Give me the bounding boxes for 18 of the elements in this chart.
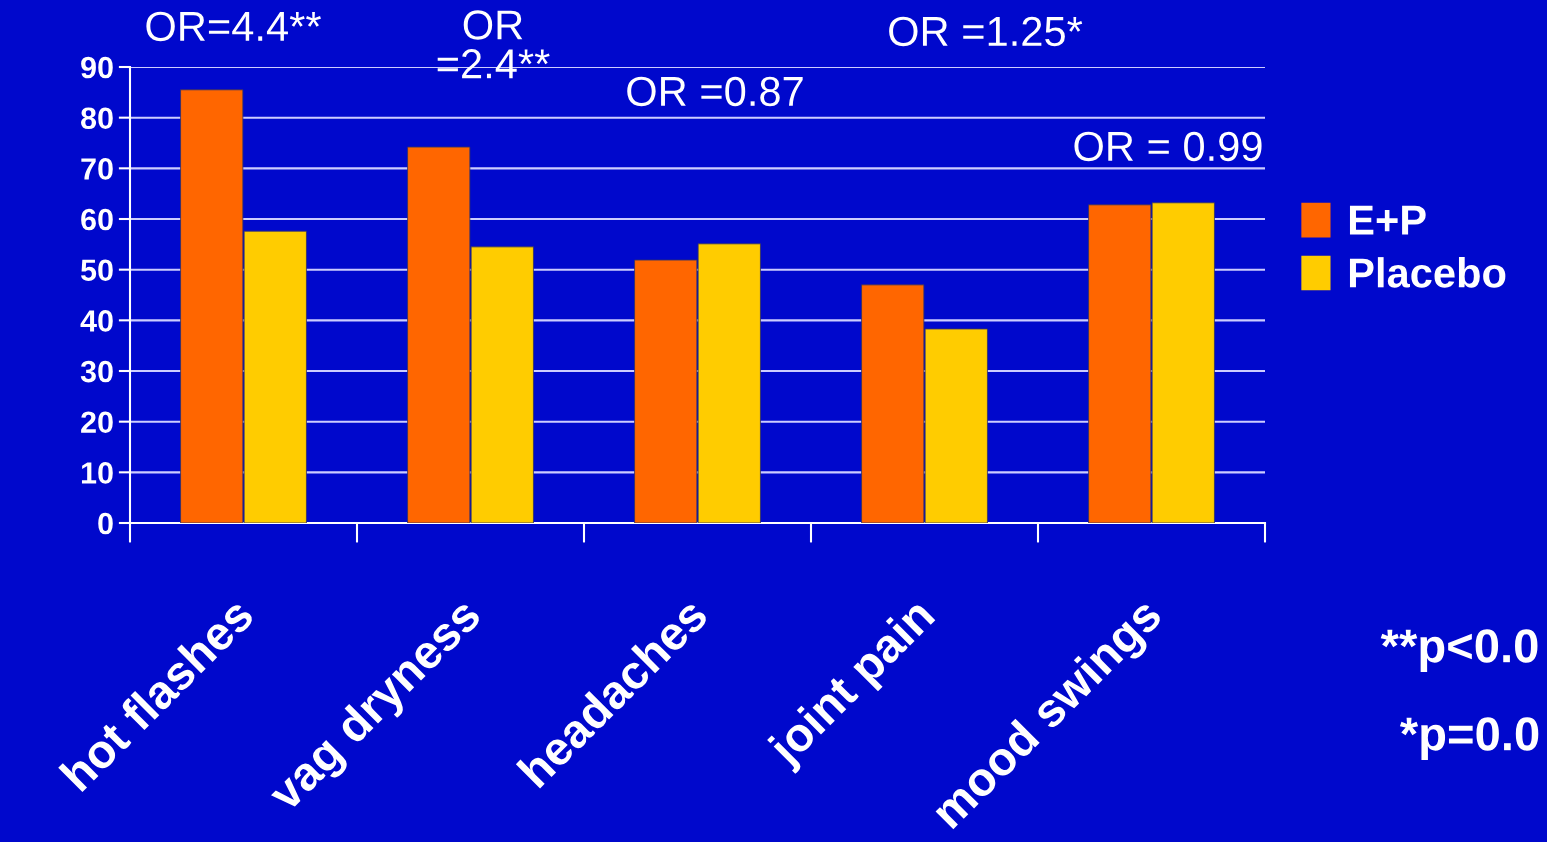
y-tick-label: 10 xyxy=(81,462,113,484)
y-tick-label: 0 xyxy=(98,512,113,535)
legend-label: E+P xyxy=(1349,205,1426,235)
legend-label: Placebo xyxy=(1349,257,1506,288)
y-tick-label: 40 xyxy=(80,310,113,332)
y-tick-label: 90 xyxy=(81,56,113,79)
annotation: OR = 0.99 xyxy=(1074,131,1262,162)
y-tick-label: 20 xyxy=(81,411,113,434)
y-tick-label: 60 xyxy=(81,208,113,231)
annotation: OR =0.87 xyxy=(627,76,803,107)
y-tick-label: 80 xyxy=(81,107,113,130)
text: OR=4.4** xyxy=(146,11,321,42)
text: OR =1.25* xyxy=(889,16,1083,47)
y-tick-label: 50 xyxy=(80,259,113,282)
text: **p<0.0 xyxy=(1380,629,1538,673)
y-tick-label: 70 xyxy=(81,158,113,180)
y-tick-label: 30 xyxy=(80,360,113,383)
text: *p=0.0 xyxy=(1399,717,1539,761)
